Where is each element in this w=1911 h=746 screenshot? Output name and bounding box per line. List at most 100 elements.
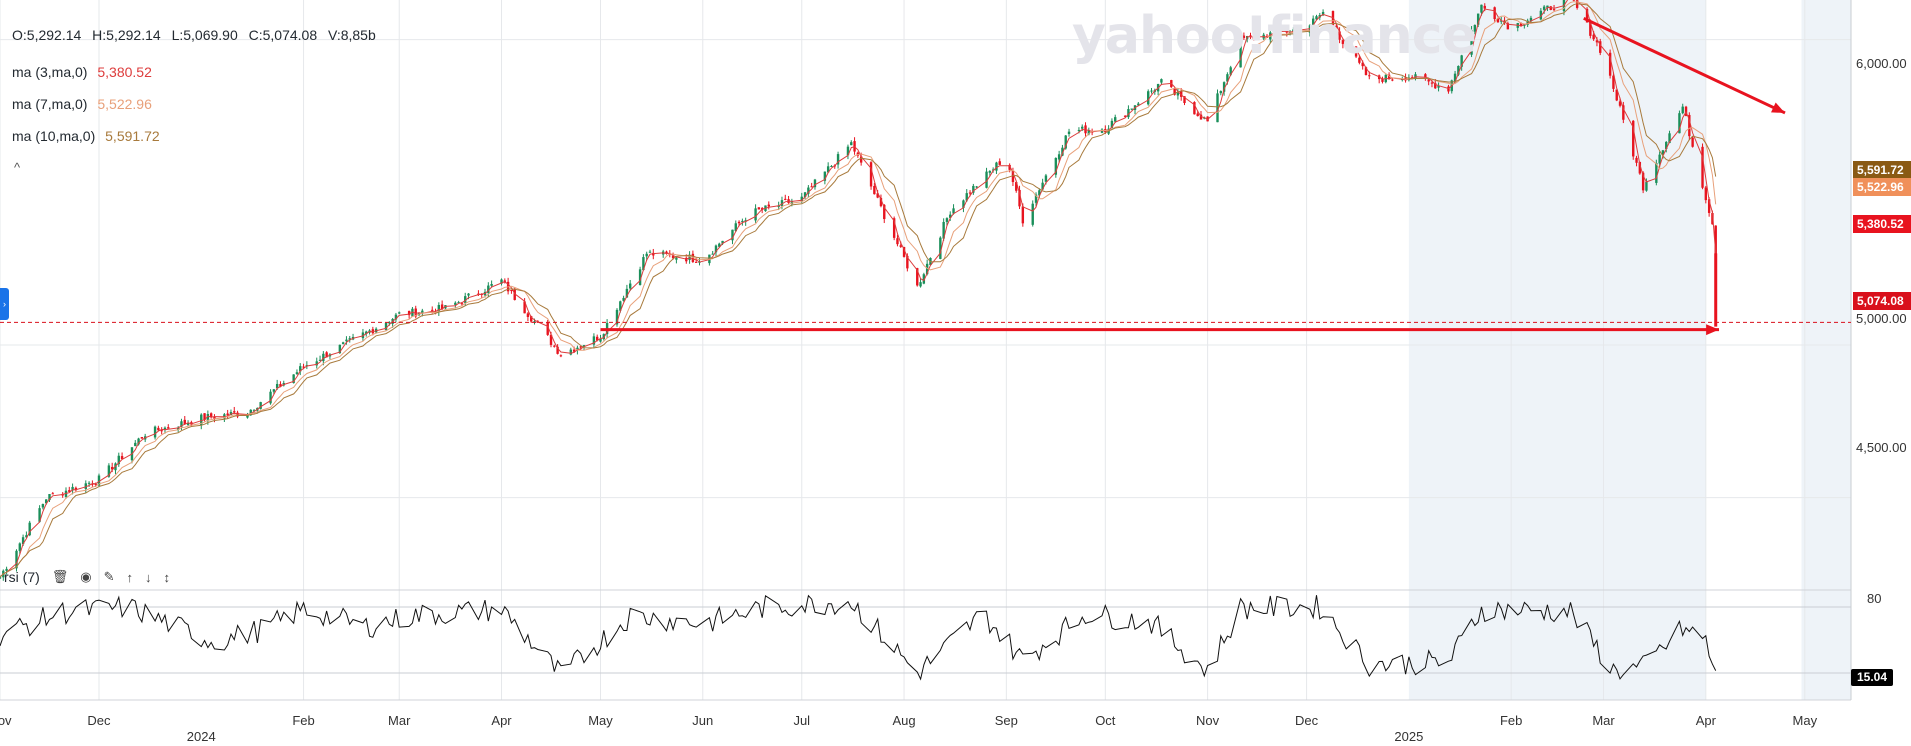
candle-body	[87, 482, 91, 484]
candle-body	[157, 427, 160, 431]
candle-body	[1599, 41, 1602, 53]
candle-body	[18, 543, 21, 551]
candle-body	[1691, 137, 1694, 147]
candle-body	[233, 411, 236, 413]
candle-body	[97, 475, 101, 486]
candle-body	[1147, 91, 1150, 105]
candle-body	[972, 185, 975, 193]
candle-body	[51, 493, 54, 495]
candle-body	[384, 322, 388, 330]
candle-body	[1668, 133, 1671, 144]
candle-body	[599, 338, 602, 342]
ma3-legend[interactable]: ma (3,ma,0) 5,380.52	[12, 64, 152, 80]
candle-body	[1123, 115, 1127, 117]
pencil-icon[interactable]: ✎	[103, 569, 115, 584]
candle-body	[1180, 91, 1183, 97]
resize-icon[interactable]: ↕	[163, 569, 171, 585]
close-price-tag: 5,074.08	[1853, 292, 1911, 310]
candle-body	[1354, 46, 1358, 57]
candle-body	[1539, 10, 1543, 20]
candle-body	[1615, 89, 1618, 101]
candle-body	[556, 346, 559, 354]
candle-body	[1453, 73, 1457, 82]
candle-body	[596, 336, 599, 341]
candle-body	[1638, 161, 1642, 174]
candle-body	[1160, 79, 1163, 83]
side-panel-toggle[interactable]: ›	[0, 288, 9, 320]
candle-body	[1193, 102, 1196, 115]
candle-body	[1470, 30, 1473, 55]
candle-body	[388, 322, 391, 324]
candle-body	[559, 355, 563, 357]
candle-body	[1338, 31, 1341, 40]
candle-body	[394, 314, 398, 320]
candle-body	[414, 308, 417, 317]
candle-body	[622, 297, 625, 301]
candle-body	[1034, 194, 1038, 203]
candle-body	[1460, 55, 1463, 67]
candle-body	[1015, 182, 1018, 191]
move-down-icon[interactable]: ↓	[145, 569, 152, 585]
candle-body	[1387, 74, 1391, 80]
candle-body	[1295, 28, 1298, 31]
candle-body	[975, 186, 978, 188]
x-tick-label: Nov	[0, 713, 12, 728]
candle-body	[813, 179, 817, 188]
trash-icon[interactable]: 🗑	[51, 569, 69, 584]
candle-body	[236, 412, 239, 417]
candle-body	[579, 346, 582, 348]
candle-body	[398, 312, 401, 314]
x-tick-label: Mar	[388, 713, 411, 728]
candle-body	[1632, 120, 1635, 157]
x-tick-label: Aug	[892, 713, 916, 728]
x-tick-label: Nov	[1196, 713, 1220, 728]
candle-body	[619, 301, 622, 311]
x-tick-label: Apr	[1695, 713, 1716, 728]
candle-body	[269, 391, 272, 404]
ma3-price-tag: 5,380.52	[1853, 215, 1911, 233]
candle-body	[183, 419, 186, 424]
ma10-legend[interactable]: ma (10,ma,0) 5,591.72	[12, 128, 160, 144]
candle-body	[1546, 5, 1549, 8]
move-up-icon[interactable]: ↑	[126, 569, 134, 585]
candle-body	[642, 257, 645, 271]
candle-body	[431, 309, 434, 311]
candle-body	[1589, 21, 1592, 36]
x-tick-label: Jul	[793, 713, 811, 728]
candle-body	[734, 223, 737, 232]
candle-body	[91, 483, 94, 485]
collapse-legend-button[interactable]: ^	[14, 160, 21, 175]
ma10-value: 5,591.72	[105, 128, 160, 144]
candle-body	[754, 208, 757, 221]
candle-body	[348, 338, 351, 340]
candle-body	[153, 426, 157, 438]
candle-body	[916, 268, 919, 286]
eye-icon[interactable]: ◉	[80, 569, 92, 584]
low-value: L:5,069.90	[171, 27, 238, 43]
candle-body	[1391, 79, 1394, 81]
candle-body	[896, 238, 899, 245]
close-value: C:5,074.08	[248, 27, 318, 43]
candle-body	[949, 214, 952, 218]
candle-body	[299, 366, 302, 372]
candle-body	[1430, 82, 1434, 84]
candle-body	[1595, 40, 1599, 43]
candle-body	[345, 339, 348, 342]
candle-body	[186, 423, 190, 425]
candle-body	[167, 427, 170, 429]
candle-body	[74, 487, 78, 491]
candle-body	[25, 535, 28, 538]
candle-body	[1368, 75, 1371, 77]
ma7-name: ma (7,ma,0)	[12, 96, 88, 112]
candle-body	[731, 229, 734, 241]
candle-body	[5, 568, 8, 571]
candle-body	[1493, 7, 1496, 20]
rsi-toolbar: rsi (7) 🗑 ◉ ✎ ↑ ↓ ↕	[4, 569, 170, 585]
candle-body	[279, 383, 282, 387]
ma7-legend[interactable]: ma (7,ma,0) 5,522.96	[12, 96, 152, 112]
candle-body	[1011, 170, 1015, 183]
candle-body	[1681, 106, 1684, 114]
candle-body	[615, 309, 619, 325]
